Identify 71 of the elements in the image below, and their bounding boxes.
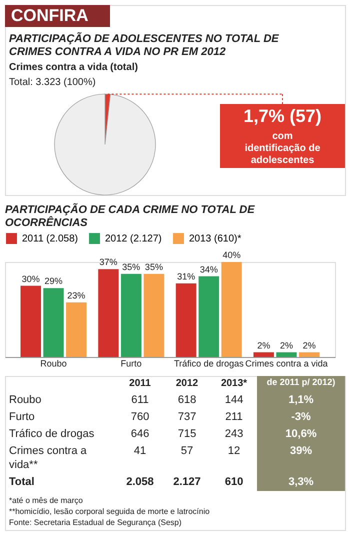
data-label: 2% <box>302 340 316 350</box>
category-label: 2011 <box>129 378 152 389</box>
text: 211 <box>225 411 243 423</box>
category-label: 2013* <box>220 378 248 389</box>
text: -3% <box>291 411 311 423</box>
text: 737 <box>178 411 196 423</box>
data-label: 1,7% (57) <box>243 106 322 126</box>
text: 3,3% <box>288 476 314 488</box>
text: 41 <box>134 445 146 457</box>
bar <box>198 276 220 357</box>
data-label: 2% <box>280 340 293 350</box>
data-label: 37% <box>99 257 118 268</box>
bar <box>221 262 242 357</box>
category-label: Crimes contra a vida** <box>9 445 87 471</box>
text: 760 <box>130 411 150 423</box>
category-label: Roubo <box>9 394 42 406</box>
bar <box>253 352 274 357</box>
bar <box>43 288 64 357</box>
chart-title: PARTICIPAÇÃO DE CADA CRIME NO TOTAL DE OCORRÊNCIAS <box>5 203 256 229</box>
text: 715 <box>178 428 196 440</box>
category-label: Total <box>9 476 34 488</box>
text: 2.127 <box>173 476 201 488</box>
x-tick-label: Furto <box>120 358 142 368</box>
text: 12 <box>228 445 240 457</box>
legend-label: 2011 (2.058) <box>22 234 78 245</box>
text: 243 <box>224 428 244 440</box>
data-label: 34% <box>200 264 218 274</box>
x-tick-label: Tráfico de drogas <box>174 358 244 368</box>
bar <box>120 274 142 357</box>
bar <box>298 352 320 357</box>
x-tick-label: Roubo <box>40 358 67 368</box>
data-label: 31% <box>177 271 196 282</box>
data-label: 30% <box>22 274 40 284</box>
text: **homicídio, lesão corporal seguida de morte e latrocínio <box>9 507 210 516</box>
legend-label: 2013 (610)* <box>189 234 242 245</box>
text: 57 <box>180 445 194 457</box>
bar <box>276 352 297 357</box>
category-label: 2012 <box>176 378 199 389</box>
text: Total: 3.323 (100%) <box>9 77 96 88</box>
text: 618 <box>178 394 196 406</box>
slice-label: com identificação de adolescentes <box>244 131 321 166</box>
text: 610 <box>224 476 244 488</box>
legend-label: 2012 (2.127) <box>105 234 162 245</box>
x-tick-label: Crimes contra a vida <box>245 358 328 368</box>
source-note: Fonte: Secretaria Estadual de Segurança (Sesp) <box>9 518 182 527</box>
text: 646 <box>130 428 150 440</box>
data-label: 2% <box>257 340 270 350</box>
text: 10,6% <box>285 428 317 440</box>
category-label: Furto <box>9 411 35 423</box>
text: *até o mês de março <box>9 496 84 505</box>
bar <box>144 274 164 357</box>
text: 611 <box>131 394 149 406</box>
category-label: Tráfico de drogas <box>9 428 94 440</box>
data-label: 35% <box>122 262 140 272</box>
text: 1,1% <box>288 394 314 406</box>
data-label: 29% <box>44 276 63 286</box>
data-label: 23% <box>67 290 86 300</box>
data-label: 40% <box>222 250 241 260</box>
text: 2.058 <box>126 476 154 488</box>
bar <box>20 286 42 357</box>
category-label: de 2011 p/ 2012) <box>266 377 336 387</box>
text: 39% <box>290 445 312 457</box>
text: CONFIRA <box>11 6 88 25</box>
bar <box>98 269 119 357</box>
chart-subtitle: Crimes contra a vida (total) <box>9 62 138 73</box>
bar <box>176 283 196 357</box>
bar <box>66 302 87 357</box>
text: 144 <box>224 394 244 406</box>
data-label: 35% <box>144 262 163 272</box>
chart-title: PARTICIPAÇÃO DE ADOLESCENTES NO TOTAL DE CRIMES CONTRA A VIDA NO PR EM 2012 <box>9 32 280 58</box>
pie-slice <box>54 94 156 196</box>
